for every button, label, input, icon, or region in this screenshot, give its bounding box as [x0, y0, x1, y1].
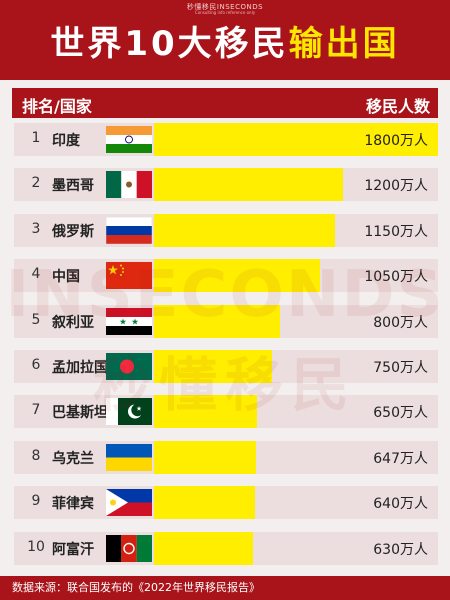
pakistan-flag-icon — [106, 398, 152, 426]
country-label: 乌克兰 — [52, 450, 94, 467]
afghanistan-flag-icon — [106, 534, 152, 562]
country-label: 巴基斯坦 — [52, 405, 108, 422]
chart-row: 4 中国 1050万人 — [14, 259, 438, 293]
country-label: 阿富汗 — [52, 541, 94, 558]
bar — [154, 531, 254, 565]
source-note: 数据来源：联合国发布的《2022年世界移民报告》 — [12, 581, 260, 594]
value-label: 640万人 — [373, 496, 428, 513]
rank-label: 8 — [31, 447, 41, 464]
country-label: 菲律宾 — [52, 496, 94, 513]
bar — [154, 350, 273, 383]
rank-label: 2 — [31, 175, 41, 192]
rank-label: 1 — [31, 130, 41, 146]
value-label: 630万人 — [373, 541, 428, 558]
value-label: 647万人 — [373, 450, 428, 467]
value-label: 650万人 — [373, 405, 428, 422]
value-label: 800万人 — [373, 314, 428, 331]
value-label: 1150万人 — [364, 223, 428, 240]
country-label: 墨西哥 — [52, 178, 94, 195]
rank-label: 6 — [31, 357, 41, 373]
chart-row: 8 乌克兰 647万人 — [14, 440, 438, 474]
ukraine-flag-icon — [106, 443, 152, 471]
mexico-flag-icon — [106, 171, 152, 199]
chart-row: 3 俄罗斯 1150万人 — [14, 213, 438, 247]
syria-flag-icon — [106, 307, 152, 335]
country-label: 俄罗斯 — [52, 223, 94, 240]
country-label: 叙利亚 — [52, 314, 94, 331]
title-main: 世界10大移民 — [50, 24, 289, 64]
value-label: 1800万人 — [364, 133, 428, 149]
rank-label: 4 — [31, 266, 41, 283]
bar — [154, 440, 257, 474]
country-label: 孟加拉国 — [52, 360, 108, 376]
chart-row: 2 墨西哥 1200万人 — [14, 168, 438, 202]
bar — [154, 304, 281, 338]
value-label: 750万人 — [373, 360, 428, 376]
russia-flag-icon — [105, 216, 153, 245]
value-label: 1200万人 — [364, 178, 428, 195]
title-highlight: 输出国 — [288, 24, 400, 64]
bar — [154, 213, 336, 247]
india-flag-icon — [106, 126, 152, 153]
brand-text: 秒懂移民INSECONDS — [186, 3, 264, 11]
country-label: 中国 — [52, 269, 80, 286]
philippines-flag-icon — [106, 489, 152, 517]
brand-tagline: Consulting info reference only — [194, 10, 256, 15]
rank-label: 7 — [31, 402, 41, 419]
chart-row: 5 叙利亚 800万人 — [14, 304, 438, 338]
rank-label: 10 — [27, 538, 45, 555]
chart-row: 7 巴基斯坦 650万人 — [14, 395, 438, 429]
header-emigrants: 移民人数 — [365, 97, 430, 116]
table-header: 排名/国家 移民人数 — [12, 88, 438, 118]
bar — [154, 486, 255, 520]
value-label: 1050万人 — [364, 269, 428, 286]
china-flag-icon — [106, 262, 152, 290]
rank-label: 3 — [31, 220, 41, 237]
chart-row: 9 菲律宾 640万人 — [14, 486, 438, 520]
country-label: 印度 — [52, 133, 80, 149]
chart-row: 10 阿富汗 630万人 — [14, 531, 438, 565]
bar — [154, 259, 320, 293]
rank-label: 9 — [31, 493, 41, 510]
rank-label: 5 — [31, 311, 41, 328]
bar — [154, 395, 257, 429]
bar — [154, 123, 438, 156]
chart-row: 6 孟加拉国 750万人 — [14, 350, 438, 383]
header-rank-country: 排名/国家 — [22, 97, 92, 116]
bangladesh-flag-icon — [106, 353, 152, 380]
page-title: 世界10大移民输出国 — [0, 22, 450, 66]
bar — [154, 168, 344, 202]
chart-row: 1 印度 1800万人 — [14, 123, 438, 156]
